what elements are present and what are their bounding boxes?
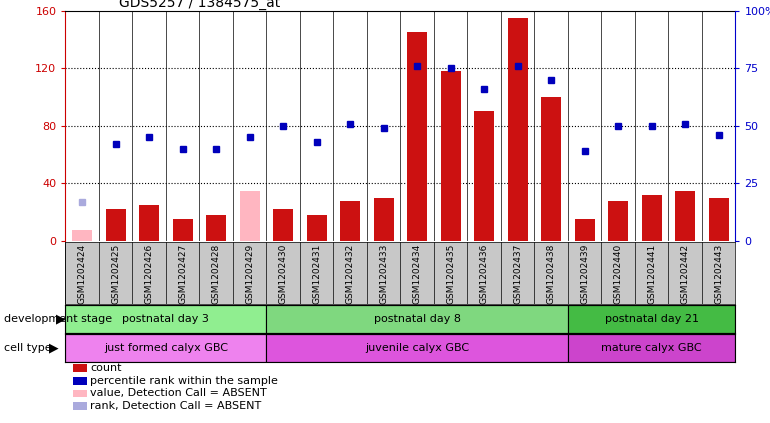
- Bar: [340, 201, 360, 241]
- Bar: [440, 71, 460, 241]
- Bar: [266, 305, 568, 333]
- Bar: [574, 220, 594, 241]
- Text: GSM1202435: GSM1202435: [446, 244, 455, 304]
- Text: cell type: cell type: [4, 343, 52, 353]
- Bar: [541, 97, 561, 241]
- Text: ▶: ▶: [49, 341, 59, 354]
- Text: GSM1202429: GSM1202429: [245, 244, 254, 304]
- Text: ▶: ▶: [56, 313, 65, 326]
- Text: postnatal day 21: postnatal day 21: [604, 314, 698, 324]
- Bar: [72, 230, 92, 241]
- Text: GSM1202427: GSM1202427: [178, 244, 187, 304]
- Bar: [65, 305, 266, 333]
- Text: rank, Detection Call = ABSENT: rank, Detection Call = ABSENT: [90, 401, 261, 411]
- Text: GSM1202436: GSM1202436: [480, 244, 489, 304]
- Bar: [206, 215, 226, 241]
- Bar: [273, 209, 293, 241]
- Text: GSM1202443: GSM1202443: [714, 244, 723, 304]
- Bar: [172, 220, 192, 241]
- Text: GSM1202439: GSM1202439: [580, 244, 589, 304]
- Text: just formed calyx GBC: just formed calyx GBC: [104, 343, 228, 353]
- Text: postnatal day 3: postnatal day 3: [122, 314, 209, 324]
- Text: count: count: [90, 363, 122, 373]
- Bar: [239, 191, 259, 241]
- Bar: [474, 111, 494, 241]
- Text: GSM1202434: GSM1202434: [413, 244, 422, 304]
- Bar: [407, 32, 427, 241]
- Text: percentile rank within the sample: percentile rank within the sample: [90, 376, 278, 386]
- Bar: [65, 334, 266, 362]
- Bar: [373, 198, 393, 241]
- Text: postnatal day 8: postnatal day 8: [373, 314, 460, 324]
- Text: GSM1202431: GSM1202431: [312, 244, 321, 304]
- Text: GSM1202442: GSM1202442: [681, 244, 690, 304]
- Text: GSM1202428: GSM1202428: [212, 244, 221, 304]
- Text: GSM1202430: GSM1202430: [279, 244, 288, 304]
- Bar: [608, 201, 628, 241]
- Text: GSM1202425: GSM1202425: [111, 244, 120, 304]
- Text: GSM1202441: GSM1202441: [647, 244, 656, 304]
- Text: GDS5257 / 1384575_at: GDS5257 / 1384575_at: [119, 0, 280, 10]
- Bar: [266, 334, 568, 362]
- Text: GSM1202438: GSM1202438: [547, 244, 556, 304]
- Bar: [507, 18, 527, 241]
- Bar: [568, 305, 735, 333]
- Bar: [306, 215, 326, 241]
- Text: development stage: development stage: [4, 314, 112, 324]
- Text: juvenile calyx GBC: juvenile calyx GBC: [365, 343, 469, 353]
- Text: GSM1202433: GSM1202433: [379, 244, 388, 304]
- Text: GSM1202437: GSM1202437: [513, 244, 522, 304]
- Bar: [641, 195, 661, 241]
- Text: GSM1202424: GSM1202424: [78, 244, 87, 304]
- Text: GSM1202440: GSM1202440: [614, 244, 623, 304]
- Text: mature calyx GBC: mature calyx GBC: [601, 343, 702, 353]
- Bar: [708, 198, 728, 241]
- Bar: [675, 191, 695, 241]
- Bar: [139, 205, 159, 241]
- Bar: [105, 209, 126, 241]
- Text: value, Detection Call = ABSENT: value, Detection Call = ABSENT: [90, 388, 267, 398]
- Bar: [568, 334, 735, 362]
- Text: GSM1202432: GSM1202432: [346, 244, 355, 304]
- Text: GSM1202426: GSM1202426: [145, 244, 154, 304]
